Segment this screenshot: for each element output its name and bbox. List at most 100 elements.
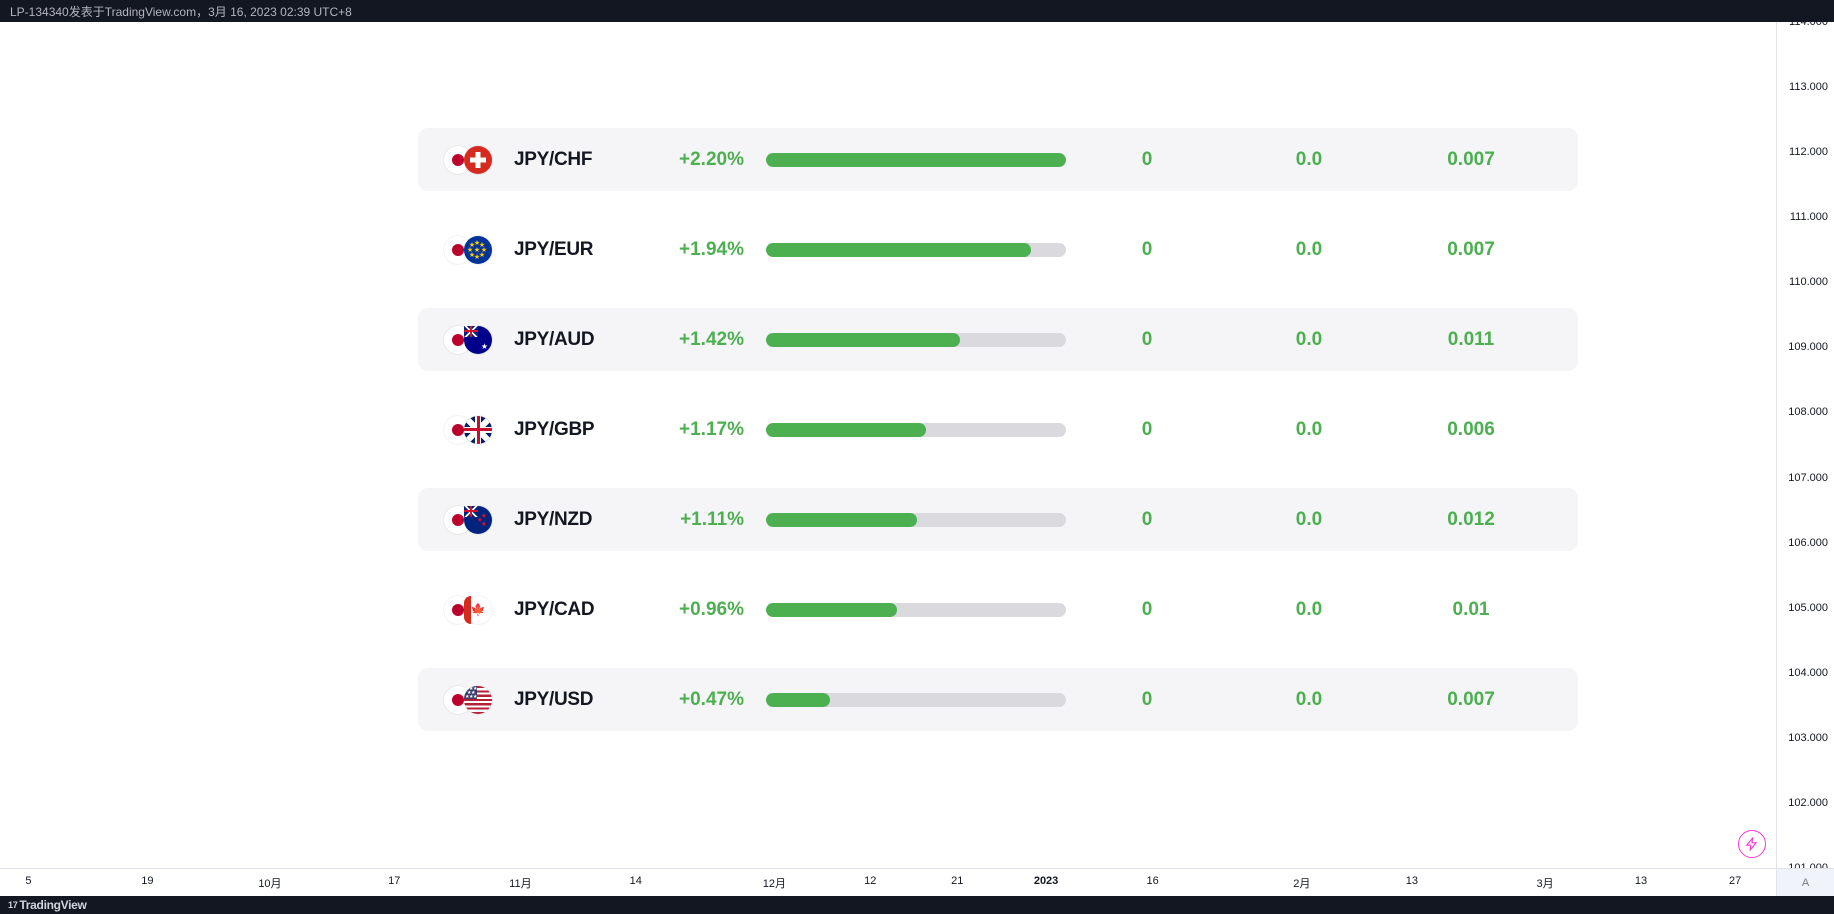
y-axis-tick: 103.000 [1788, 732, 1828, 744]
pair-bar [766, 693, 1066, 707]
x-axis-tick: 21 [951, 875, 963, 887]
axis-corner-label: A [1802, 877, 1809, 889]
footer-bar: 17TradingView [0, 896, 1834, 914]
flag-gb-icon [464, 416, 492, 444]
pair-col3: 0.01 [1390, 599, 1552, 621]
x-axis-tick: 19 [141, 875, 153, 887]
x-axis-tick: 13 [1406, 875, 1418, 887]
pair-row[interactable]: JPY/NZD+1.11% 00.00.012 [418, 488, 1578, 551]
y-axis: 114.000113.000112.000111.000110.000109.0… [1776, 22, 1834, 868]
header-text: LP-134340发表于TradingView.com，3月 16, 2023 … [10, 3, 352, 20]
flag-group [444, 596, 514, 624]
y-axis-tick: 113.000 [1789, 81, 1828, 93]
pair-name: JPY/CAD [514, 599, 644, 621]
pair-col1: 0 [1066, 509, 1228, 531]
pair-name: JPY/AUD [514, 329, 644, 351]
pair-col2: 0.0 [1228, 329, 1390, 351]
pair-bar [766, 333, 1066, 347]
flag-group [444, 416, 514, 444]
pair-pct: +2.20% [644, 149, 744, 171]
pair-col3: 0.012 [1390, 509, 1552, 531]
x-axis-tick: 17 [388, 875, 400, 887]
y-axis-tick: 111.000 [1790, 211, 1828, 223]
x-axis-tick: 2023 [1034, 875, 1058, 887]
pair-pct: +1.17% [644, 419, 744, 441]
x-axis-tick: 5 [25, 875, 31, 887]
y-axis-tick: 112.000 [1789, 146, 1828, 158]
pair-col1: 0 [1066, 689, 1228, 711]
pair-col3: 0.007 [1390, 239, 1552, 261]
header-bar: LP-134340发表于TradingView.com，3月 16, 2023 … [0, 0, 1834, 22]
lightning-icon [1745, 837, 1759, 851]
chart-area: 114.000113.000112.000111.000110.000109.0… [0, 22, 1834, 896]
pair-col2: 0.0 [1228, 599, 1390, 621]
pair-name: JPY/EUR [514, 239, 644, 261]
pair-pct: +1.42% [644, 329, 744, 351]
x-axis-tick: 12月 [763, 875, 786, 891]
x-axis-tick: 16 [1146, 875, 1158, 887]
x-axis-tick: 13 [1635, 875, 1647, 887]
pair-col1: 0 [1066, 239, 1228, 261]
y-axis-tick: 108.000 [1788, 406, 1828, 418]
pair-col2: 0.0 [1228, 239, 1390, 261]
pair-col1: 0 [1066, 329, 1228, 351]
tradingview-logo: 17TradingView [8, 898, 87, 912]
pair-bar [766, 243, 1066, 257]
pair-pct: +1.11% [644, 509, 744, 531]
y-axis-tick: 107.000 [1788, 472, 1828, 484]
flag-group [444, 506, 514, 534]
y-axis-tick: 105.000 [1788, 602, 1828, 614]
x-axis-tick: 11月 [509, 875, 531, 891]
pair-col1: 0 [1066, 149, 1228, 171]
pair-col2: 0.0 [1228, 509, 1390, 531]
pair-name: JPY/GBP [514, 419, 644, 441]
y-axis-tick: 104.000 [1788, 667, 1828, 679]
pair-row[interactable]: JPY/CAD+0.96% 00.00.01 [418, 578, 1578, 641]
pair-pct: +0.47% [644, 689, 744, 711]
y-axis-tick: 109.000 [1788, 341, 1828, 353]
x-axis: 5 19 10月 17 11月 14 12月 12 21 2023 16 2月 13 3月 13 27 [0, 868, 1776, 896]
y-axis-tick: 110.000 [1789, 276, 1828, 288]
pair-row[interactable]: JPY/AUD+1.42% 00.00.011 [418, 308, 1578, 371]
flag-group [444, 236, 514, 264]
snapshot-button[interactable] [1738, 830, 1766, 858]
pair-col1: 0 [1066, 419, 1228, 441]
flag-group [444, 686, 514, 714]
x-axis-tick: 10月 [258, 875, 281, 891]
x-axis-tick: 2月 [1293, 875, 1310, 891]
pair-col2: 0.0 [1228, 419, 1390, 441]
pair-pct: +0.96% [644, 599, 744, 621]
pair-name: JPY/USD [514, 689, 644, 711]
pair-bar [766, 423, 1066, 437]
flag-au-icon [464, 326, 492, 354]
x-axis-tick: 3月 [1537, 875, 1554, 891]
flag-ch-icon [464, 146, 492, 174]
pair-name: JPY/NZD [514, 509, 644, 531]
pair-row[interactable]: JPY/GBP+1.17%00.00.006 [418, 398, 1578, 461]
flag-eu-icon [464, 236, 492, 264]
flag-us-icon [464, 686, 492, 714]
flag-nz-icon [464, 506, 492, 534]
pair-col2: 0.0 [1228, 689, 1390, 711]
y-axis-tick: 102.000 [1788, 797, 1828, 809]
pair-col1: 0 [1066, 599, 1228, 621]
pair-bar [766, 603, 1066, 617]
pair-name: JPY/CHF [514, 149, 644, 171]
axis-corner-button[interactable]: A [1776, 868, 1834, 896]
pair-pct: +1.94% [644, 239, 744, 261]
pair-col3: 0.011 [1390, 329, 1552, 351]
pair-col2: 0.0 [1228, 149, 1390, 171]
y-axis-tick: 106.000 [1788, 537, 1828, 549]
pair-col3: 0.007 [1390, 149, 1552, 171]
x-axis-tick: 14 [630, 875, 642, 887]
y-axis-tick: 114.000 [1789, 16, 1828, 28]
pair-row[interactable]: JPY/EUR+1.94% 00.00.007 [418, 218, 1578, 281]
x-axis-tick: 12 [864, 875, 876, 887]
flag-ca-icon [464, 596, 492, 624]
x-axis-tick: 27 [1729, 875, 1741, 887]
flag-group [444, 146, 514, 174]
pair-row[interactable]: JPY/USD+0.47%00.00.007 [418, 668, 1578, 731]
pair-row[interactable]: JPY/CHF+2.20% 00.00.007 [418, 128, 1578, 191]
pair-bar [766, 513, 1066, 527]
flag-group [444, 326, 514, 354]
